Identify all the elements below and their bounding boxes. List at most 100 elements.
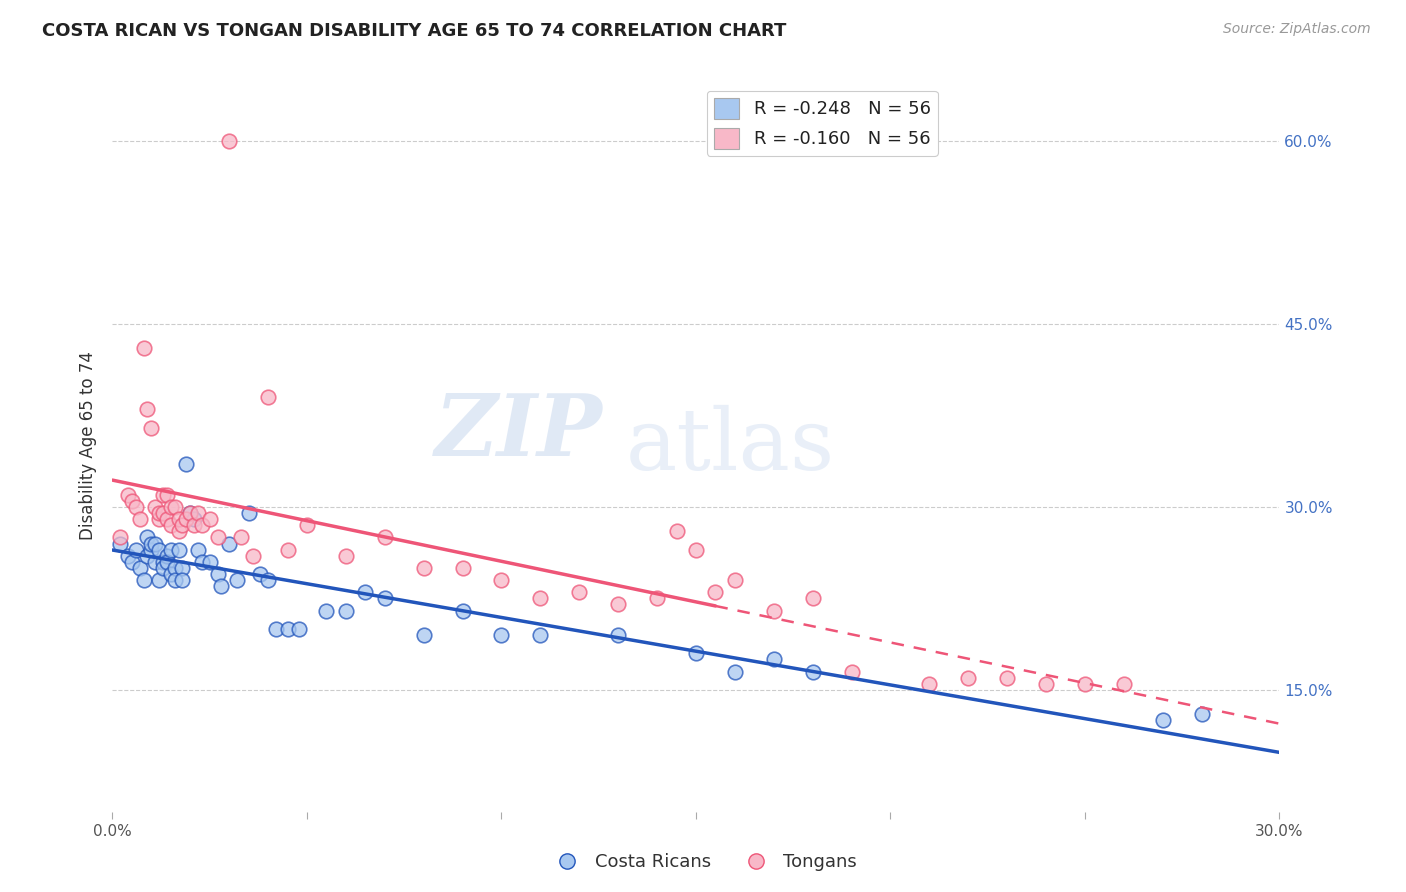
Point: [156, 555, 179, 569]
Point: [191, 518, 214, 533]
Point: [160, 542, 183, 557]
Point: [141, 542, 163, 557]
Point: [1152, 714, 1174, 728]
Point: [136, 549, 159, 563]
Point: [136, 530, 159, 544]
Point: [160, 567, 183, 582]
Point: [374, 530, 396, 544]
Point: [176, 457, 198, 471]
Point: [148, 573, 170, 587]
Point: [156, 488, 179, 502]
Point: [257, 390, 280, 404]
Point: [704, 585, 727, 599]
Point: [163, 573, 186, 587]
Point: [568, 585, 591, 599]
Point: [136, 402, 159, 417]
Point: [607, 598, 630, 612]
Point: [529, 591, 551, 606]
Legend: Costa Ricans, Tongans: Costa Ricans, Tongans: [543, 847, 863, 879]
Point: [148, 506, 170, 520]
Point: [724, 573, 747, 587]
Point: [801, 665, 824, 679]
Point: [288, 622, 311, 636]
Point: [1191, 707, 1213, 722]
Point: [841, 665, 863, 679]
Point: [198, 512, 221, 526]
Point: [257, 573, 280, 587]
Point: [491, 628, 513, 642]
Point: [412, 628, 434, 642]
Point: [374, 591, 396, 606]
Point: [187, 542, 209, 557]
Point: [957, 671, 980, 685]
Point: [172, 561, 194, 575]
Point: [117, 549, 139, 563]
Point: [143, 536, 166, 550]
Point: [156, 512, 179, 526]
Point: [1074, 676, 1097, 690]
Point: [801, 591, 824, 606]
Point: [141, 536, 163, 550]
Point: [207, 567, 229, 582]
Point: [276, 542, 298, 557]
Point: [762, 652, 785, 666]
Point: [724, 665, 747, 679]
Point: [160, 518, 183, 533]
Point: [110, 530, 132, 544]
Point: [276, 622, 298, 636]
Point: [163, 561, 186, 575]
Point: [121, 555, 143, 569]
Point: [125, 542, 148, 557]
Point: [645, 591, 668, 606]
Point: [238, 506, 260, 520]
Point: [218, 134, 240, 148]
Point: [685, 542, 707, 557]
Point: [412, 561, 434, 575]
Point: [607, 628, 630, 642]
Point: [172, 573, 194, 587]
Point: [141, 420, 163, 434]
Point: [167, 512, 190, 526]
Point: [335, 603, 357, 617]
Point: [152, 488, 174, 502]
Point: [179, 506, 201, 520]
Point: [491, 573, 513, 587]
Point: [451, 561, 474, 575]
Point: [762, 603, 785, 617]
Point: [143, 500, 166, 514]
Point: [995, 671, 1018, 685]
Point: [191, 555, 214, 569]
Point: [148, 512, 170, 526]
Text: Source: ZipAtlas.com: Source: ZipAtlas.com: [1223, 22, 1371, 37]
Point: [167, 542, 190, 557]
Legend: R = -0.248   N = 56, R = -0.160   N = 56: R = -0.248 N = 56, R = -0.160 N = 56: [707, 91, 938, 156]
Point: [172, 518, 194, 533]
Point: [209, 579, 232, 593]
Point: [176, 512, 198, 526]
Point: [295, 518, 318, 533]
Point: [198, 555, 221, 569]
Text: ZIP: ZIP: [434, 390, 603, 473]
Point: [179, 506, 201, 520]
Point: [152, 555, 174, 569]
Point: [143, 555, 166, 569]
Point: [128, 561, 150, 575]
Point: [1035, 676, 1057, 690]
Point: [665, 524, 688, 539]
Point: [226, 573, 249, 587]
Point: [183, 512, 205, 526]
Point: [685, 646, 707, 660]
Point: [117, 488, 139, 502]
Point: [110, 536, 132, 550]
Point: [132, 342, 155, 356]
Point: [264, 622, 287, 636]
Text: atlas: atlas: [626, 404, 835, 488]
Point: [152, 506, 174, 520]
Point: [125, 500, 148, 514]
Point: [183, 518, 205, 533]
Point: [1112, 676, 1135, 690]
Point: [160, 500, 183, 514]
Point: [152, 561, 174, 575]
Text: COSTA RICAN VS TONGAN DISABILITY AGE 65 TO 74 CORRELATION CHART: COSTA RICAN VS TONGAN DISABILITY AGE 65 …: [42, 22, 786, 40]
Point: [229, 530, 252, 544]
